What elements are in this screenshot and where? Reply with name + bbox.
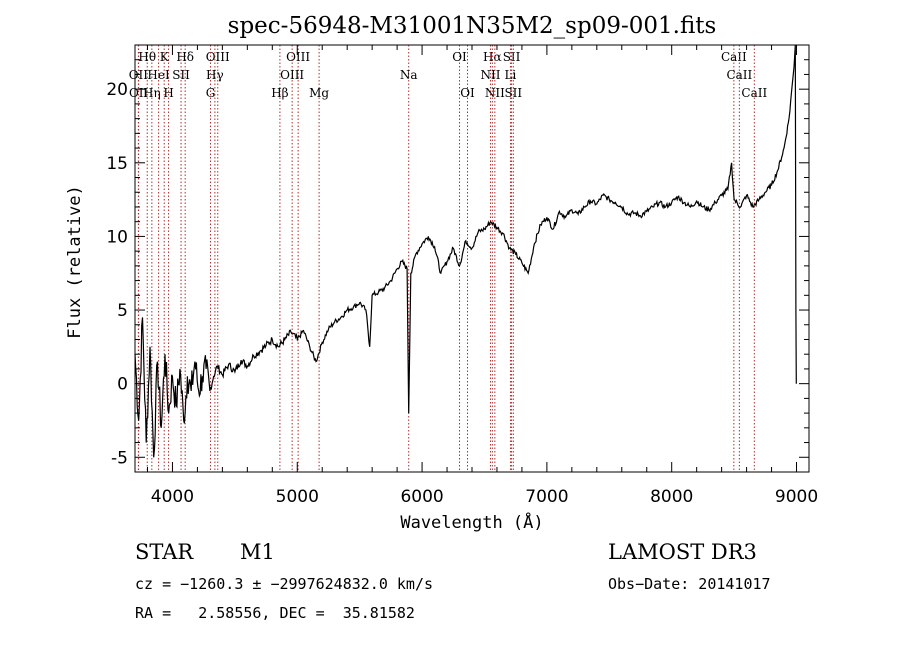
x-tick-label: 4000 [151,487,194,507]
line-label: CaII [741,86,767,100]
line-label: HeI [147,68,170,82]
line-label: Hθ [138,50,156,64]
spectrum-plot: spec-56948-M31001N35M2_sp09-001.fits Hθ K… [65,13,818,533]
line-label: SII [172,68,190,82]
object-class: STAR [135,540,194,564]
line-label: Na [400,68,418,82]
x-axis-label: Wavelength (Å) [400,511,543,533]
line-label: OI [452,50,467,64]
line-label: OII [129,68,149,82]
axis-ticks: 4000 5000 6000 7000 8000 9000 -5 0 5 10 15 20 [106,45,818,507]
line-label: K [160,50,170,64]
x-tick-label: 5000 [276,487,319,507]
line-label: Li [505,68,517,82]
y-tick-label: -5 [111,448,128,468]
y-tick-label: 5 [117,301,128,321]
object-subclass: M1 [240,540,275,564]
line-label: H [163,86,173,100]
y-tick-label: 15 [106,154,128,174]
line-label: Hδ [176,50,194,64]
x-tick-label: 8000 [650,487,693,507]
line-label: OIII [286,50,310,64]
plot-frame [134,44,810,473]
survey-name: LAMOST DR3 [608,540,757,564]
line-label: SII [503,50,521,64]
line-label: Hβ [271,86,288,100]
line-label: CaII [721,50,747,64]
chart-title: spec-56948-M31001N35M2_sp09-001.fits [228,13,717,39]
line-label: NII [485,86,505,100]
coordinates-readout: RA = 2.58556, DEC = 35.81582 [135,604,415,622]
x-tick-label: 6000 [400,487,443,507]
line-label: OI [460,86,475,100]
line-label: Hγ [206,68,224,82]
line-label: Mg [309,86,329,100]
line-label: CaII [726,68,752,82]
line-label: Hη [143,86,161,100]
line-label: G [206,86,216,100]
x-tick-label: 9000 [775,487,818,507]
redshift-readout: cz = −1260.3 ± −2997624832.0 km/s [135,575,434,593]
y-axis-label: Flux (relative) [65,185,85,339]
observation-date: Obs−Date: 20141017 [608,575,771,593]
line-label: SII [504,86,522,100]
spectrum-line [134,44,797,458]
line-label: OIII [280,68,304,82]
line-label: Hα [483,50,502,64]
line-label: NII [480,68,500,82]
line-label: OIII [206,50,230,64]
y-tick-label: 20 [106,80,128,100]
x-tick-label: 7000 [525,487,568,507]
y-tick-label: 10 [106,227,128,247]
y-tick-label: 0 [117,375,128,395]
